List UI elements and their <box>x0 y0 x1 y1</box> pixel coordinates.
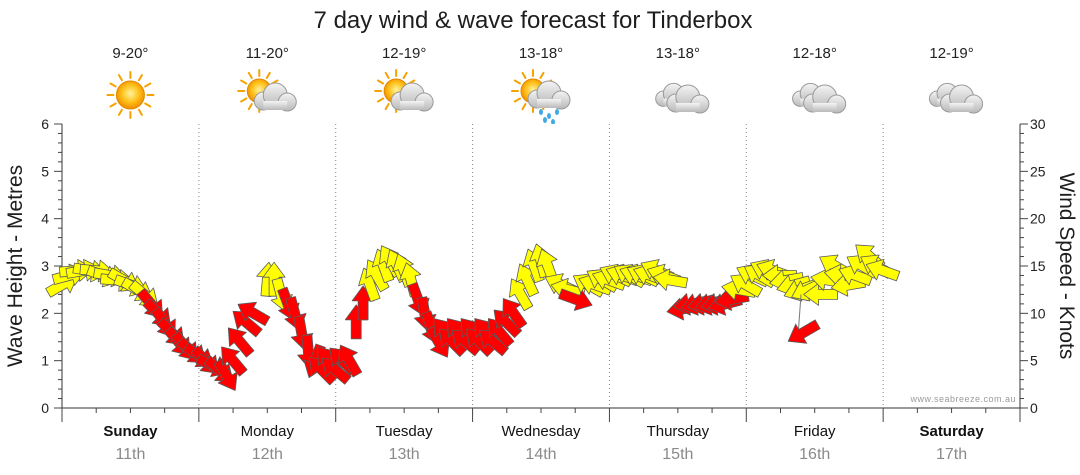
day-temperature: 11-20° <box>246 45 289 62</box>
left-tick-label: 5 <box>41 163 49 179</box>
left-axis: 0 1 2 3 4 5 6 <box>41 116 62 416</box>
x-axis: Sunday 11th Monday 12th Tuesday 13th Wednesday… <box>61 408 1021 463</box>
sun-cloud-icon <box>374 69 434 113</box>
date-label: 16th <box>799 446 830 463</box>
watermark: www.seabreeze.com.au <box>909 394 1016 404</box>
left-tick-label: 2 <box>41 305 49 321</box>
sun-cloud-rain-icon <box>511 69 571 125</box>
day-temperature: 13-18° <box>519 45 563 62</box>
day-label: Sunday <box>103 423 158 440</box>
date-label: 11th <box>115 446 145 463</box>
wind-arrow <box>221 346 248 377</box>
wind-arrow <box>865 258 901 282</box>
day-temperature: 12-19° <box>929 45 973 62</box>
wind-arrow <box>652 268 689 291</box>
left-tick-label: 0 <box>41 400 49 416</box>
left-tick-label: 3 <box>41 258 49 274</box>
wind-arrow <box>337 344 363 378</box>
sun-icon <box>106 71 155 119</box>
left-tick-label: 4 <box>41 211 49 227</box>
wind-arrow <box>262 261 286 297</box>
right-tick-label: 25 <box>1030 163 1046 179</box>
right-tick-label: 20 <box>1030 211 1046 227</box>
day-label: Monday <box>241 423 295 440</box>
leader-line <box>797 294 802 333</box>
right-axis: 0 5 10 15 20 25 30 <box>1020 116 1046 416</box>
right-axis-title: Wind Speed - Knots <box>1055 173 1078 360</box>
date-label: 12th <box>252 446 283 463</box>
day-label: Friday <box>794 423 836 440</box>
day-temperature: 12-19° <box>382 45 426 62</box>
day-label: Wednesday <box>502 423 581 440</box>
cloud-icon <box>792 82 847 114</box>
right-tick-label: 5 <box>1030 353 1038 369</box>
right-tick-label: 30 <box>1030 116 1046 132</box>
weather-row: 9-20° 11-20° 12-19° 13-18° 13-18° 12-18° 12-19… <box>106 45 984 125</box>
day-temperature: 9-20° <box>112 45 148 62</box>
left-tick-label: 1 <box>41 353 49 369</box>
wind-arrow <box>502 298 528 330</box>
chart-title: 7 day wind & wave forecast for Tinderbox <box>314 7 753 34</box>
sun-cloud-icon <box>237 69 297 113</box>
left-axis-title: Wave Height - Metres <box>4 165 27 367</box>
wind-arrows <box>45 243 901 391</box>
date-label: 14th <box>525 446 556 463</box>
day-temperature: 12-18° <box>793 45 837 62</box>
cloud-icon <box>928 82 984 114</box>
date-label: 15th <box>662 446 693 463</box>
date-label: 13th <box>389 446 420 463</box>
wind-arrow <box>787 319 821 344</box>
right-tick-label: 0 <box>1030 400 1038 416</box>
cloud-icon <box>655 82 710 114</box>
day-label: Tuesday <box>376 423 433 440</box>
right-tick-label: 10 <box>1030 305 1046 321</box>
right-tick-label: 15 <box>1030 258 1046 274</box>
date-label: 17th <box>936 446 967 463</box>
left-tick-label: 6 <box>41 116 49 132</box>
wind-arrow <box>237 301 271 327</box>
day-temperature: 13-18° <box>656 45 700 62</box>
day-label: Saturday <box>919 423 984 440</box>
day-label: Thursday <box>647 423 710 440</box>
wind-arrow <box>227 327 255 358</box>
